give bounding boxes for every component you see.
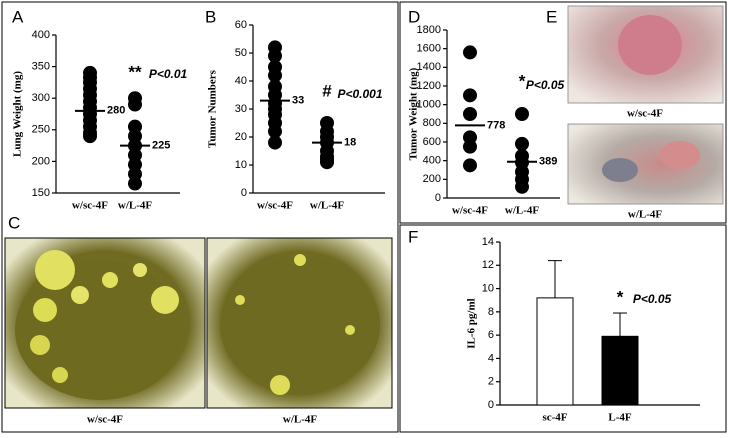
- x-tick-label: w/sc-4F: [72, 200, 108, 212]
- y-tick-label: 1600: [417, 43, 441, 55]
- panel-letter: E: [546, 7, 557, 26]
- mean-label: 280: [107, 105, 125, 117]
- x-tick-label: w/L-4F: [118, 200, 153, 212]
- y-tick-label: 30: [235, 103, 247, 115]
- y-tick-label: 10: [235, 159, 247, 171]
- y-tick-label: 1400: [417, 61, 441, 73]
- panel-border: [399, 1, 727, 224]
- x-tick-label: w/sc-4F: [257, 200, 293, 212]
- mean-label: 225: [152, 140, 170, 152]
- y-tick-label: 50: [235, 47, 247, 59]
- panel-border: [399, 224, 727, 433]
- photo-lungs: [4, 237, 393, 409]
- y-tick-label: 600: [423, 136, 441, 148]
- data-point: [463, 139, 477, 154]
- x-tick-label: L-4F: [608, 412, 632, 424]
- significance: **: [128, 62, 142, 81]
- p-value: P<0.05: [633, 292, 672, 306]
- y-tick-label: 0: [435, 192, 441, 204]
- y-tick-label: 400: [32, 29, 50, 41]
- significance: #: [322, 81, 332, 100]
- y-tick-label: 60: [235, 19, 247, 31]
- x-tick-label: w/L-4F: [505, 205, 540, 217]
- data-point: [463, 107, 477, 121]
- y-tick-label: 300: [32, 92, 50, 104]
- y-tick-label: 40: [235, 75, 247, 87]
- y-tick-label: 8: [488, 306, 494, 318]
- photo-caption: w/sc-4F: [627, 108, 663, 120]
- panel-letter: A: [12, 7, 24, 26]
- p-value: P<0.001: [337, 87, 382, 101]
- mean-label: 389: [539, 156, 557, 168]
- y-tick-label: 400: [423, 155, 441, 167]
- data-point: [515, 179, 529, 194]
- mean-label: 778: [487, 119, 505, 131]
- y-tick-label: 1000: [417, 99, 441, 111]
- data-point: [128, 97, 142, 112]
- y-tick-label: 10: [482, 282, 494, 294]
- y-tick-label: 200: [423, 173, 441, 185]
- p-value: P<0.05: [526, 78, 565, 92]
- y-tick-label: 250: [32, 124, 50, 136]
- y-tick-label: 150: [32, 187, 50, 199]
- data-point: [463, 158, 477, 173]
- panel-letter: D: [408, 7, 420, 26]
- significance: *: [519, 71, 526, 90]
- y-tick-label: 200: [32, 155, 50, 167]
- photo-caption: w/sc-4F: [87, 414, 123, 426]
- mean-label: 18: [344, 137, 356, 149]
- x-tick-label: w/L-4F: [310, 200, 345, 212]
- y-tick-label: 12: [482, 259, 494, 271]
- panel-border: [1, 1, 399, 433]
- mean-label: 33: [292, 95, 304, 107]
- data-point: [515, 107, 529, 121]
- data-point: [128, 176, 142, 191]
- y-tick-label: 14: [482, 236, 494, 248]
- y-axis-title: Lung Weight (mg): [12, 71, 24, 157]
- y-tick-label: 4: [488, 352, 494, 364]
- photo-caption: w/L-4F: [628, 209, 663, 221]
- y-tick-label: 2: [488, 376, 494, 388]
- x-tick-label: sc-4F: [542, 412, 567, 424]
- data-point: [268, 48, 282, 63]
- photo-mice: [567, 5, 724, 205]
- y-tick-label: 0: [488, 399, 494, 411]
- y-tick-label: 20: [235, 131, 247, 143]
- y-tick-label: 1800: [417, 24, 441, 36]
- data-point: [268, 124, 282, 139]
- y-tick-label: 350: [32, 61, 50, 73]
- y-axis-title: IL-6 pg/ml: [466, 298, 478, 348]
- y-tick-label: 1200: [417, 80, 441, 92]
- panel-letter: F: [408, 227, 418, 246]
- data-point: [83, 129, 97, 144]
- p-value: P<0.01: [149, 67, 188, 81]
- y-axis-title: Tumor Weight (mg): [408, 67, 420, 160]
- data-point: [463, 45, 477, 60]
- bar: [601, 335, 639, 406]
- data-point: [515, 136, 529, 151]
- photo-caption: w/L-4F: [283, 414, 318, 426]
- y-tick-label: 800: [423, 117, 441, 129]
- x-tick-label: w/sc-4F: [452, 205, 488, 217]
- data-point: [463, 88, 477, 103]
- significance: *: [617, 287, 624, 306]
- y-axis-title: Tumor Numbers: [207, 69, 219, 148]
- panel-letter: C: [8, 213, 20, 232]
- panel-letter: B: [205, 7, 216, 26]
- y-tick-label: 0: [241, 187, 247, 199]
- bar: [536, 297, 574, 406]
- data-point: [320, 155, 334, 170]
- data-point: [268, 68, 282, 83]
- data-point: [268, 135, 282, 150]
- y-tick-label: 6: [488, 329, 494, 341]
